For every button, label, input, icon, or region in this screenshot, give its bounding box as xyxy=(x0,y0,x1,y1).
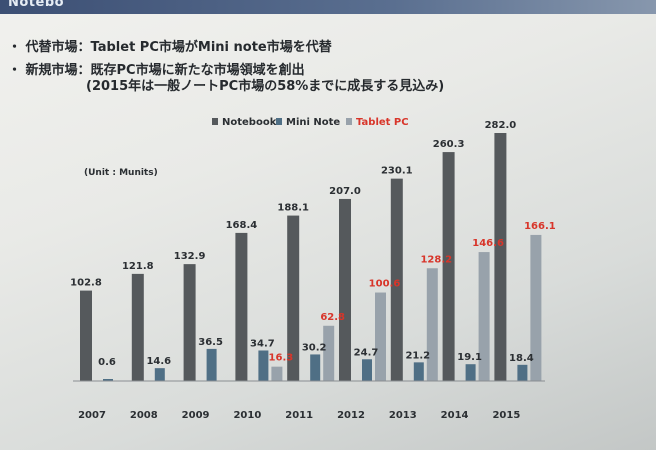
chart-category-labels: 2007 2008 2009 2010 2011 2012 2013 2014 2015 xyxy=(78,410,520,421)
label-notebook-2008: 121.8 xyxy=(122,261,154,272)
bar-tablet-pc-2012 xyxy=(375,292,386,381)
bar-mini-note-2010 xyxy=(258,350,269,381)
bar-notebook-2012 xyxy=(339,198,351,381)
bullet-substitute-market: ・ 代替市場：Tablet PC市場がMini note市場を代替 xyxy=(8,40,332,55)
label-notebook-2010: 168.4 xyxy=(226,220,258,231)
label-tablet-pc-2014: 146.6 xyxy=(472,238,504,249)
bar-notebook-2011 xyxy=(287,215,300,381)
label-mini-note-2014: 19.1 xyxy=(457,352,482,363)
label-tablet-pc-2012: 100.6 xyxy=(369,279,401,290)
category-label-2015: 2015 xyxy=(492,410,520,421)
bar-mini-note-2009 xyxy=(206,348,217,381)
bar-tablet-pc-2014 xyxy=(478,252,490,381)
label-mini-note-2012: 24.7 xyxy=(354,347,379,358)
category-label-2008: 2008 xyxy=(130,410,158,421)
label-mini-note-2015: 18.4 xyxy=(509,353,534,364)
bar-tablet-pc-2013 xyxy=(426,268,438,381)
label-tablet-pc-2015: 166.1 xyxy=(524,221,556,232)
label-notebook-2011: 188.1 xyxy=(277,203,309,214)
legend-swatch-notebook xyxy=(212,118,218,125)
chart-value-labels: 102.8 0.6 121.8 14.6 132.9 36.5 168.4 34.7 16.3 1… xyxy=(70,120,556,368)
bar-mini-note-2013 xyxy=(413,362,424,381)
category-label-2013: 2013 xyxy=(389,410,417,421)
bar-mini-note-2008 xyxy=(154,368,165,381)
label-mini-note-2013: 21.2 xyxy=(405,350,430,361)
bar-notebook-2013 xyxy=(390,178,403,381)
bar-mini-note-2007 xyxy=(103,379,113,381)
label-notebook-2012: 207.0 xyxy=(329,186,361,197)
category-label-2010: 2010 xyxy=(233,410,261,421)
legend-swatch-tablet-pc xyxy=(346,118,352,125)
bar-mini-note-2011 xyxy=(310,354,321,381)
bar-mini-note-2014 xyxy=(465,364,476,381)
bar-notebook-2015 xyxy=(494,133,507,381)
bar-notebook-2007 xyxy=(80,290,92,381)
label-notebook-2007: 102.8 xyxy=(70,278,102,289)
bar-mini-note-2012 xyxy=(362,359,372,381)
label-notebook-2013: 230.1 xyxy=(381,166,413,177)
bar-notebook-2009 xyxy=(183,264,196,381)
label-notebook-2014: 260.3 xyxy=(433,139,465,150)
chart-bars xyxy=(80,133,542,381)
bar-notebook-2008 xyxy=(131,273,144,381)
label-mini-note-2009: 36.5 xyxy=(198,337,223,348)
bar-notebook-2014 xyxy=(442,152,455,381)
header-title: Notebo xyxy=(8,0,65,10)
bullet-new-market: ・ 新規市場：既存PC市場に新たな市場領域を創出 xyxy=(8,63,305,78)
header-bar: Notebo xyxy=(0,0,656,14)
category-label-2009: 2009 xyxy=(182,410,210,421)
label-mini-note-2007: 0.6 xyxy=(98,357,116,368)
bar-tablet-pc-2010 xyxy=(271,366,283,381)
unit-label: (Unit : Munits) xyxy=(84,168,158,178)
bar-tablet-pc-2011 xyxy=(323,325,335,381)
label-notebook-2015: 282.0 xyxy=(485,120,517,131)
label-tablet-pc-2013: 128.2 xyxy=(420,254,452,265)
category-label-2011: 2011 xyxy=(285,410,313,421)
legend-label-notebook: Notebook xyxy=(222,117,277,128)
legend-label-tablet-pc: Tablet PC xyxy=(356,117,409,128)
category-label-2012: 2012 xyxy=(337,410,365,421)
label-notebook-2009: 132.9 xyxy=(174,251,206,262)
bar-notebook-2010 xyxy=(235,232,248,381)
chart-legend: Notebook Mini Note Tablet PC xyxy=(212,117,409,128)
label-mini-note-2008: 14.6 xyxy=(146,356,171,367)
bullet-new-market-note: (2015年は一般ノートPC市場の58%までに成長する見込み) xyxy=(86,79,445,94)
label-tablet-pc-2011: 62.8 xyxy=(320,312,345,323)
label-mini-note-2010: 34.7 xyxy=(250,338,275,349)
bar-tablet-pc-2015 xyxy=(530,234,542,381)
category-label-2014: 2014 xyxy=(441,410,469,421)
legend-swatch-mini-note xyxy=(276,118,282,125)
bar-mini-note-2015 xyxy=(517,364,528,381)
legend-label-mini-note: Mini Note xyxy=(286,117,340,128)
label-mini-note-2011: 30.2 xyxy=(302,342,327,353)
category-label-2007: 2007 xyxy=(78,410,106,421)
label-tablet-pc-2010: 16.3 xyxy=(269,353,294,364)
